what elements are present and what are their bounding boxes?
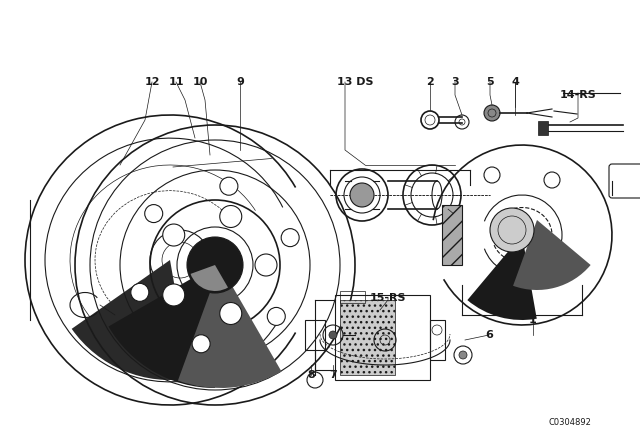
Wedge shape [178,265,282,388]
Wedge shape [513,220,591,290]
Wedge shape [108,265,215,388]
Circle shape [490,208,534,252]
Circle shape [163,284,185,306]
Text: 11: 11 [168,77,184,87]
Bar [340,300,395,375]
Circle shape [459,351,467,359]
Circle shape [220,177,238,195]
Ellipse shape [350,183,374,207]
Text: 7: 7 [329,370,337,380]
Circle shape [192,335,210,353]
Circle shape [131,284,149,302]
Circle shape [484,105,500,121]
Bar [340,291,365,303]
Circle shape [163,224,185,246]
Text: 3: 3 [451,77,459,87]
Circle shape [220,302,242,324]
Wedge shape [72,260,191,380]
Circle shape [329,331,337,339]
Bar [305,320,325,350]
Text: 9: 9 [236,77,244,87]
Wedge shape [467,235,537,320]
Text: 8: 8 [307,370,315,380]
Text: 2: 2 [426,77,434,87]
Text: 12: 12 [144,77,160,87]
Bar [538,121,548,135]
Text: C0304892: C0304892 [548,418,591,426]
Bar [442,205,462,265]
Circle shape [187,237,243,293]
Text: 6: 6 [485,330,493,340]
Text: 14-RS: 14-RS [559,90,596,100]
Circle shape [268,307,285,325]
Bar [335,295,430,380]
Text: 5: 5 [486,77,494,87]
Text: 10: 10 [192,77,208,87]
Text: 13 DS: 13 DS [337,77,373,87]
Circle shape [255,254,277,276]
Circle shape [145,205,163,223]
Wedge shape [191,265,228,291]
Circle shape [281,228,299,247]
Text: 4: 4 [511,77,519,87]
Text: 15-RS: 15-RS [370,293,406,303]
Text: 1: 1 [529,315,537,325]
Circle shape [220,206,242,228]
Bar [430,320,445,360]
